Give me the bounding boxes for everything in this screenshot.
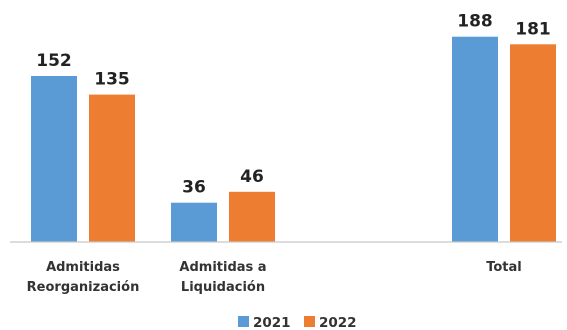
- value-label-2022-1: 46: [240, 167, 264, 187]
- legend-label-2022: 2022: [319, 315, 357, 330]
- category-labels-group: Admitidas Reorganización Admitidas a Liquid…: [27, 260, 522, 295]
- bar-2021-0: [31, 76, 77, 242]
- category-label-3-0: Total: [486, 260, 522, 275]
- value-label-2022-0: 135: [94, 70, 130, 90]
- category-label-0-1: Reorganización: [27, 280, 140, 295]
- bar-2022-0: [89, 94, 135, 242]
- category-label-1-1: Liquidación: [181, 280, 265, 295]
- category-label-1-0: Admitidas a: [179, 260, 266, 275]
- bar-2022-1: [229, 191, 275, 242]
- bars-group: [31, 36, 556, 243]
- legend-label-2021: 2021: [253, 315, 291, 330]
- bar-2021-3: [452, 36, 498, 243]
- value-label-2021-3: 188: [457, 12, 493, 32]
- value-label-2021-0: 152: [36, 51, 72, 71]
- legend-swatch-2022: [304, 316, 315, 327]
- value-label-2021-1: 36: [182, 178, 206, 198]
- category-label-0-0: Admitidas: [46, 260, 120, 275]
- legend: 2021 2022: [238, 315, 357, 330]
- value-labels-group: 152 36 188 135 46 181: [36, 12, 551, 198]
- bar-2021-1: [171, 202, 217, 242]
- legend-swatch-2021: [238, 316, 249, 327]
- bar-2022-3: [510, 44, 556, 242]
- value-label-2022-3: 181: [515, 19, 551, 39]
